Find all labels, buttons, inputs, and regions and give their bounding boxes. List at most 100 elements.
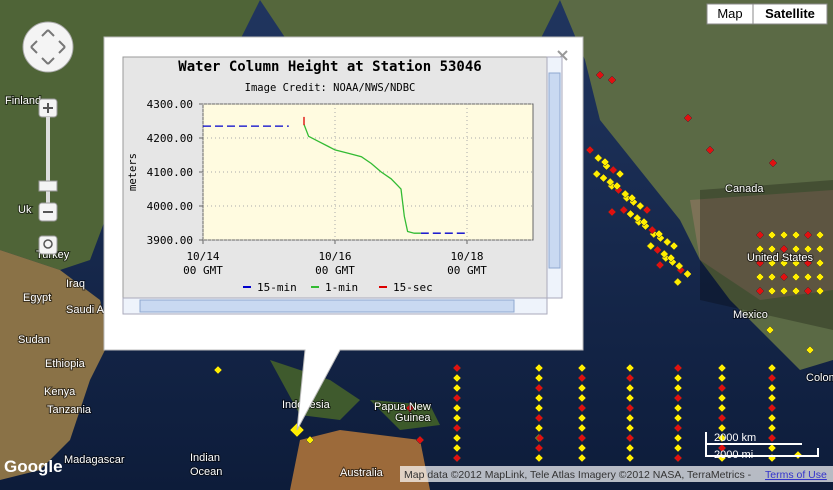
station-marker bbox=[803, 286, 813, 296]
station-marker bbox=[642, 205, 652, 215]
station-marker bbox=[654, 229, 664, 239]
station-marker bbox=[452, 423, 462, 433]
place-label: Indian bbox=[190, 452, 220, 464]
station-marker bbox=[577, 423, 587, 433]
place-label: Sudan bbox=[18, 334, 50, 346]
station-marker bbox=[767, 363, 777, 373]
station-marker bbox=[213, 365, 223, 375]
place-label: Papua New bbox=[374, 401, 431, 413]
station-marker bbox=[791, 286, 801, 296]
station-marker bbox=[767, 244, 777, 254]
station-marker bbox=[673, 383, 683, 393]
scale-km: 2000 km bbox=[714, 432, 756, 444]
v-scroll-thumb[interactable] bbox=[548, 72, 561, 269]
station-marker bbox=[625, 363, 635, 373]
station-marker bbox=[673, 277, 683, 287]
zoom-slider[interactable] bbox=[38, 180, 58, 192]
station-marker bbox=[791, 258, 801, 268]
land-africa bbox=[0, 250, 110, 480]
station-marker bbox=[607, 75, 617, 85]
station-marker bbox=[717, 443, 727, 453]
zoom-in-icon bbox=[43, 103, 53, 113]
station-marker bbox=[815, 272, 825, 282]
station-marker bbox=[595, 70, 605, 80]
station-marker bbox=[534, 443, 544, 453]
station-marker bbox=[803, 258, 813, 268]
station-marker bbox=[779, 258, 789, 268]
station-marker bbox=[577, 383, 587, 393]
legend-label: 15-sec bbox=[393, 281, 433, 294]
station-marker bbox=[791, 272, 801, 282]
station-marker bbox=[607, 207, 617, 217]
satellite-button[interactable] bbox=[752, 3, 828, 25]
station-marker bbox=[452, 403, 462, 413]
station-marker bbox=[625, 453, 635, 463]
station-marker bbox=[593, 153, 603, 163]
h-scroll-thumb[interactable] bbox=[139, 299, 515, 313]
place-label: Finland bbox=[5, 95, 41, 107]
station-marker bbox=[815, 286, 825, 296]
scale-bar bbox=[705, 432, 819, 457]
place-label: Madagascar bbox=[64, 454, 125, 466]
x-tick-label: 10/14 bbox=[186, 250, 219, 263]
place-label: Canada bbox=[725, 183, 764, 195]
station-marker bbox=[647, 225, 657, 235]
station-marker bbox=[615, 169, 625, 179]
place-label: Uk bbox=[18, 204, 32, 216]
station-marker bbox=[635, 201, 645, 211]
zoom-box[interactable] bbox=[38, 235, 58, 255]
station-marker bbox=[755, 272, 765, 282]
station-marker bbox=[534, 383, 544, 393]
station-marker bbox=[791, 244, 801, 254]
map-button-label[interactable]: Map bbox=[717, 6, 742, 21]
series-line bbox=[303, 124, 421, 234]
x-tick-label: 00 GMT bbox=[315, 264, 355, 277]
station-marker bbox=[659, 249, 669, 259]
satellite-button-label[interactable]: Satellite bbox=[765, 6, 815, 21]
station-marker bbox=[535, 433, 545, 443]
station-marker bbox=[755, 244, 765, 254]
station-marker bbox=[627, 193, 637, 203]
station-marker bbox=[452, 383, 462, 393]
station-marker bbox=[577, 363, 587, 373]
station-marker bbox=[632, 213, 642, 223]
y-tick-label: 4200.00 bbox=[147, 132, 193, 145]
logo[interactable]: Google bbox=[4, 457, 63, 476]
station-marker bbox=[673, 423, 683, 433]
station-marker bbox=[452, 453, 462, 463]
station-marker bbox=[717, 423, 727, 433]
station-marker bbox=[767, 286, 777, 296]
station-marker bbox=[767, 272, 777, 282]
station-marker bbox=[767, 373, 777, 383]
place-label: Iraq bbox=[66, 278, 85, 290]
place-label: Kenya bbox=[44, 386, 76, 398]
station-marker bbox=[577, 433, 587, 443]
station-marker bbox=[767, 230, 777, 240]
place-label: Tanzania bbox=[47, 404, 92, 416]
station-marker bbox=[639, 217, 649, 227]
station-marker bbox=[577, 393, 587, 403]
x-tick-label: 10/16 bbox=[318, 250, 351, 263]
station-marker bbox=[662, 237, 672, 247]
station-marker bbox=[605, 177, 615, 187]
pan-arrows bbox=[30, 29, 66, 65]
station-marker bbox=[768, 158, 778, 168]
terms-link[interactable]: Terms of Use bbox=[765, 469, 827, 481]
place-label: Ocean bbox=[190, 466, 222, 478]
station-marker bbox=[415, 435, 425, 445]
station-marker bbox=[534, 393, 544, 403]
station-marker bbox=[534, 373, 544, 383]
y-tick-label: 3900.00 bbox=[147, 234, 193, 247]
station-marker bbox=[767, 443, 777, 453]
pan-control[interactable] bbox=[22, 21, 74, 73]
station-marker bbox=[577, 453, 587, 463]
attribution-bg bbox=[400, 466, 833, 482]
station-marker bbox=[534, 453, 544, 463]
chart: Water Column Height at Station 53046 Ima… bbox=[127, 59, 534, 294]
station-marker bbox=[767, 393, 777, 403]
legend-label: 1-min bbox=[325, 281, 358, 294]
place-label: Egypt bbox=[23, 292, 51, 304]
station-marker bbox=[612, 181, 622, 191]
station-marker bbox=[791, 230, 801, 240]
